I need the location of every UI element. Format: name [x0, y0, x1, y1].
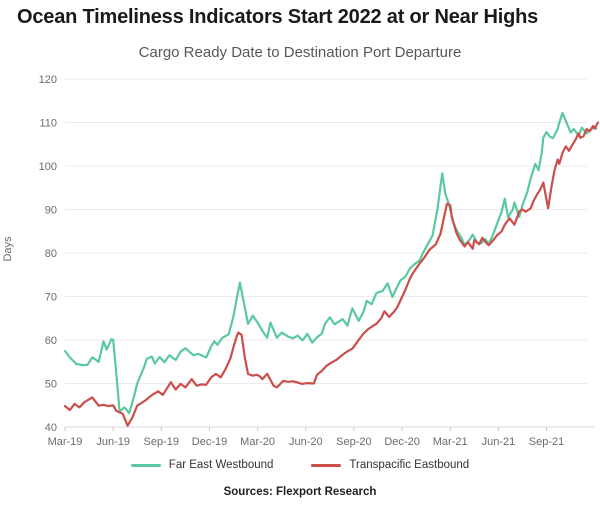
y-tick-label: 40 — [45, 422, 57, 434]
source-attribution: Sources: Flexport Research — [223, 486, 377, 498]
y-axis-label: Days — [2, 236, 14, 262]
series-line-transpacific-eastbound — [63, 121, 600, 427]
x-tick-label: Sep-20 — [336, 436, 371, 448]
y-tick-label: 50 — [45, 379, 57, 391]
y-tick-label: 70 — [45, 292, 57, 304]
series-line-far-east-westbound — [63, 111, 598, 415]
legend-item-transpacific-eastbound: Transpacific Eastbound — [311, 459, 469, 471]
y-tick-label: 60 — [45, 335, 57, 347]
x-tick-label: Jun-19 — [96, 436, 130, 448]
y-tick-label: 120 — [39, 74, 57, 86]
x-tick-label: Sep-21 — [529, 436, 564, 448]
x-tick-label: Dec-19 — [192, 436, 227, 448]
legend-label: Far East Westbound — [168, 459, 274, 471]
x-tick-label: Mar-20 — [240, 436, 275, 448]
y-tick-label: 100 — [39, 161, 57, 173]
x-tick-label: Mar-19 — [48, 436, 83, 448]
y-tick-label: 80 — [45, 248, 57, 260]
chart-subtitle: Cargo Ready Date to Destination Port Dep… — [138, 44, 462, 61]
x-tick-label: Dec-20 — [384, 436, 419, 448]
x-tick-label: Mar-21 — [433, 436, 468, 448]
y-tick-label: 90 — [45, 205, 57, 217]
x-tick-label: Jun-20 — [289, 436, 323, 448]
far-east-westbound-line-swatch — [130, 463, 161, 467]
chart-legend: Far East Westbound Transpacific Eastboun… — [0, 459, 600, 471]
x-tick-label: Jun-21 — [482, 436, 516, 448]
x-tick-label: Sep-19 — [144, 436, 179, 448]
legend-item-far-east-westbound: Far East Westbound — [130, 459, 274, 471]
y-tick-label: 110 — [39, 118, 57, 130]
page-title: Ocean Timeliness Indicators Start 2022 a… — [17, 6, 539, 28]
transpacific-eastbound-line-swatch — [311, 463, 342, 467]
legend-label: Transpacific Eastbound — [349, 459, 470, 471]
